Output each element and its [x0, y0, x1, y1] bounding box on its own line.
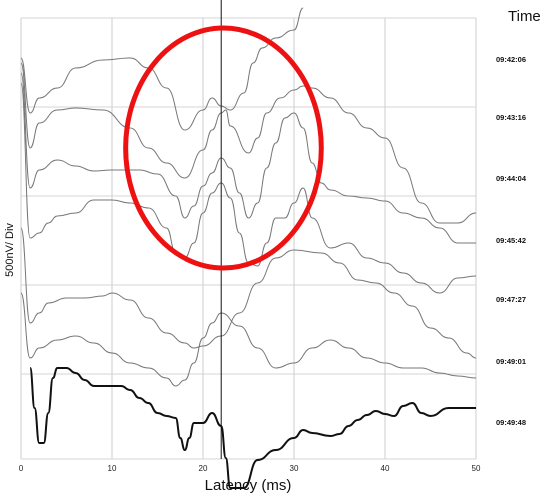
traces: [20, 7, 477, 489]
red-ellipse: [123, 25, 324, 271]
x-tick-label: 50: [472, 464, 481, 473]
time-label: 09:49:01: [496, 357, 526, 366]
time-label: 09:43:16: [496, 113, 526, 122]
grid: [20, 17, 477, 460]
highlight-ellipse: [123, 25, 324, 271]
trace-1: [20, 7, 304, 131]
trace-6: [20, 292, 477, 387]
time-label: 09:42:06: [496, 55, 526, 64]
time-header: Time: [508, 8, 541, 25]
x-axis-label: Latency (ms): [205, 477, 292, 494]
y-axis-label: 500nV/ Div: [4, 223, 16, 277]
x-tick-label: 40: [381, 464, 390, 473]
trace-5: [20, 227, 477, 359]
time-label: 09:45:42: [496, 236, 526, 245]
x-tick-label: 20: [199, 464, 208, 473]
trace-2: [20, 62, 477, 224]
x-tick-label: 30: [290, 464, 299, 473]
time-labels: 09:42:06 09:43:16 09:44:04 09:45:42 09:47:27…: [496, 55, 527, 427]
time-label: 09:44:04: [496, 174, 527, 183]
time-label: 09:47:27: [496, 295, 526, 304]
trace-4: [20, 82, 477, 294]
x-axis-ticks: 0 10 20 30 40 50: [19, 464, 481, 473]
trace-3: [20, 72, 476, 244]
x-tick-label: 10: [108, 464, 117, 473]
x-tick-label: 0: [19, 464, 24, 473]
trace-7: [29, 367, 476, 489]
time-label: 09:49:48: [496, 418, 526, 427]
